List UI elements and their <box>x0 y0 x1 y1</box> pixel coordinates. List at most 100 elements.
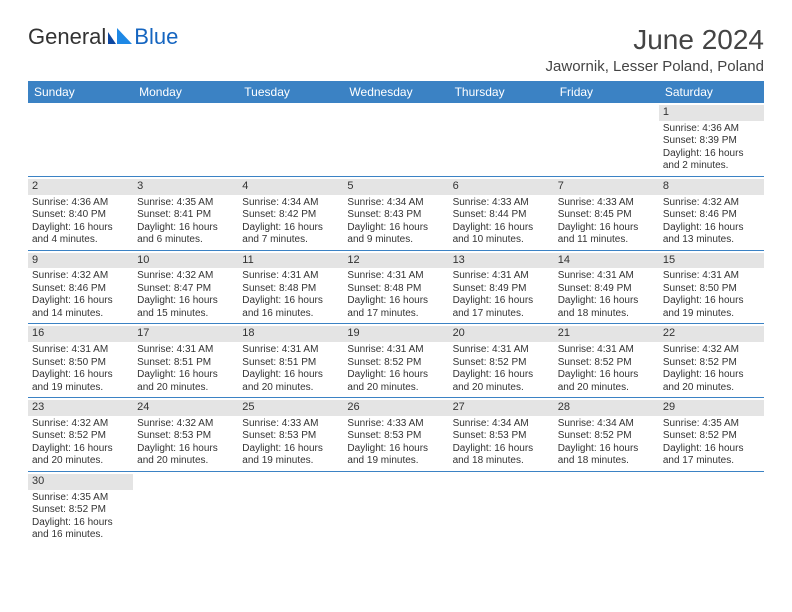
day-number: 16 <box>32 327 44 339</box>
day-info-line: and 11 minutes. <box>558 234 655 247</box>
day-number: 10 <box>137 254 149 266</box>
day-number-row: 21 <box>554 326 659 342</box>
header: General Blue June 2024 Jawornik, Lesser … <box>28 24 764 75</box>
day-number: 3 <box>137 180 143 192</box>
day-info-line: Daylight: 16 hours <box>347 369 444 382</box>
week-row: 9Sunrise: 4:32 AMSunset: 8:46 PMDaylight… <box>28 251 764 325</box>
day-number: 19 <box>347 327 359 339</box>
day-info-line: Daylight: 16 hours <box>137 443 234 456</box>
day-info-line: Daylight: 16 hours <box>558 295 655 308</box>
day-info-line: and 18 minutes. <box>558 455 655 468</box>
day-info-line: Sunrise: 4:35 AM <box>32 492 129 505</box>
day-info-line: Sunrise: 4:34 AM <box>453 418 550 431</box>
day-info-line: Sunset: 8:52 PM <box>558 430 655 443</box>
day-number: 21 <box>558 327 570 339</box>
week-row: 30Sunrise: 4:35 AMSunset: 8:52 PMDayligh… <box>28 472 764 545</box>
day-cell-empty <box>659 472 764 545</box>
week-row: 1Sunrise: 4:36 AMSunset: 8:39 PMDaylight… <box>28 103 764 177</box>
day-info-line: Sunset: 8:53 PM <box>242 430 339 443</box>
day-info-line: Sunset: 8:52 PM <box>663 357 760 370</box>
day-cell: 17Sunrise: 4:31 AMSunset: 8:51 PMDayligh… <box>133 324 238 397</box>
day-number: 12 <box>347 254 359 266</box>
weekday-cell: Saturday <box>659 81 764 103</box>
day-info-line: Sunrise: 4:35 AM <box>137 197 234 210</box>
day-number: 26 <box>347 401 359 413</box>
day-info-line: Sunset: 8:52 PM <box>663 430 760 443</box>
day-info-line: Daylight: 16 hours <box>32 295 129 308</box>
day-cell: 15Sunrise: 4:31 AMSunset: 8:50 PMDayligh… <box>659 251 764 324</box>
day-number: 27 <box>453 401 465 413</box>
day-cell-empty <box>343 103 448 176</box>
day-info-line: Sunrise: 4:33 AM <box>242 418 339 431</box>
day-cell: 29Sunrise: 4:35 AMSunset: 8:52 PMDayligh… <box>659 398 764 471</box>
day-info-line: and 19 minutes. <box>347 455 444 468</box>
day-info-line: Sunset: 8:46 PM <box>32 283 129 296</box>
day-info-line: Sunrise: 4:32 AM <box>32 418 129 431</box>
day-number: 18 <box>242 327 254 339</box>
day-cell: 30Sunrise: 4:35 AMSunset: 8:52 PMDayligh… <box>28 472 133 545</box>
day-cell: 22Sunrise: 4:32 AMSunset: 8:52 PMDayligh… <box>659 324 764 397</box>
day-info-line: Sunrise: 4:32 AM <box>32 270 129 283</box>
day-info-line: Sunset: 8:52 PM <box>453 357 550 370</box>
day-number-row: 16 <box>28 326 133 342</box>
day-number: 6 <box>453 180 459 192</box>
day-info-line: Daylight: 16 hours <box>347 295 444 308</box>
day-info-line: and 2 minutes. <box>663 160 760 173</box>
day-info-line: and 17 minutes. <box>663 455 760 468</box>
day-cell: 12Sunrise: 4:31 AMSunset: 8:48 PMDayligh… <box>343 251 448 324</box>
day-number-row: 10 <box>133 253 238 269</box>
day-info-line: Sunset: 8:51 PM <box>137 357 234 370</box>
day-info-line: and 20 minutes. <box>242 382 339 395</box>
weekday-cell: Tuesday <box>238 81 343 103</box>
weekday-cell: Wednesday <box>343 81 448 103</box>
day-cell: 20Sunrise: 4:31 AMSunset: 8:52 PMDayligh… <box>449 324 554 397</box>
day-info-line: Daylight: 16 hours <box>242 443 339 456</box>
title-block: June 2024 Jawornik, Lesser Poland, Polan… <box>546 24 764 75</box>
day-cell: 4Sunrise: 4:34 AMSunset: 8:42 PMDaylight… <box>238 177 343 250</box>
day-info-line: and 18 minutes. <box>558 308 655 321</box>
day-number: 11 <box>242 254 253 266</box>
day-cell: 25Sunrise: 4:33 AMSunset: 8:53 PMDayligh… <box>238 398 343 471</box>
day-info-line: Sunrise: 4:31 AM <box>347 270 444 283</box>
day-info-line: Sunrise: 4:34 AM <box>347 197 444 210</box>
day-info-line: and 15 minutes. <box>137 308 234 321</box>
day-info-line: Sunset: 8:47 PM <box>137 283 234 296</box>
day-info-line: Sunset: 8:41 PM <box>137 209 234 222</box>
day-info-line: Daylight: 16 hours <box>242 369 339 382</box>
day-info-line: Daylight: 16 hours <box>242 295 339 308</box>
week-row: 16Sunrise: 4:31 AMSunset: 8:50 PMDayligh… <box>28 324 764 398</box>
day-info-line: and 18 minutes. <box>453 455 550 468</box>
day-info-line: Sunset: 8:49 PM <box>453 283 550 296</box>
day-cell-empty <box>238 103 343 176</box>
day-info-line: Daylight: 16 hours <box>453 443 550 456</box>
day-cell: 6Sunrise: 4:33 AMSunset: 8:44 PMDaylight… <box>449 177 554 250</box>
day-info-line: Daylight: 16 hours <box>137 369 234 382</box>
day-number-row: 14 <box>554 253 659 269</box>
day-info-line: and 20 minutes. <box>663 382 760 395</box>
day-info-line: and 4 minutes. <box>32 234 129 247</box>
day-info-line: and 14 minutes. <box>32 308 129 321</box>
day-cell: 7Sunrise: 4:33 AMSunset: 8:45 PMDaylight… <box>554 177 659 250</box>
day-info-line: Daylight: 16 hours <box>663 295 760 308</box>
day-info-line: and 19 minutes. <box>32 382 129 395</box>
day-cell-empty <box>28 103 133 176</box>
logo-text-general: General <box>28 24 106 50</box>
day-cell-empty <box>133 103 238 176</box>
day-info-line: Sunset: 8:39 PM <box>663 135 760 148</box>
day-cell: 21Sunrise: 4:31 AMSunset: 8:52 PMDayligh… <box>554 324 659 397</box>
day-cell-empty <box>554 103 659 176</box>
day-number: 17 <box>137 327 149 339</box>
weekday-cell: Friday <box>554 81 659 103</box>
day-info-line: Sunset: 8:50 PM <box>663 283 760 296</box>
day-number: 22 <box>663 327 675 339</box>
day-number-row: 7 <box>554 179 659 195</box>
day-info-line: Sunset: 8:46 PM <box>663 209 760 222</box>
day-info-line: and 20 minutes. <box>347 382 444 395</box>
day-number-row: 28 <box>554 400 659 416</box>
day-info-line: Daylight: 16 hours <box>663 369 760 382</box>
calendar: SundayMondayTuesdayWednesdayThursdayFrid… <box>28 81 764 545</box>
day-number: 29 <box>663 401 675 413</box>
day-info-line: Sunset: 8:44 PM <box>453 209 550 222</box>
day-info-line: Sunrise: 4:33 AM <box>347 418 444 431</box>
day-cell: 9Sunrise: 4:32 AMSunset: 8:46 PMDaylight… <box>28 251 133 324</box>
